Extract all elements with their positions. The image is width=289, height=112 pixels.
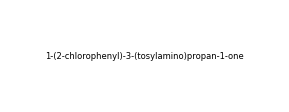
Text: 1-(2-chlorophenyl)-3-(tosylamino)propan-1-one: 1-(2-chlorophenyl)-3-(tosylamino)propan-…: [45, 52, 244, 60]
